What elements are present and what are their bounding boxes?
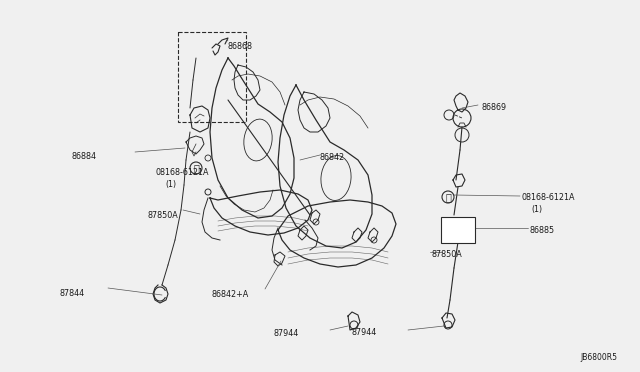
Text: 86842+A: 86842+A bbox=[212, 290, 249, 299]
Text: 86869: 86869 bbox=[482, 103, 507, 112]
Text: JB6800R5: JB6800R5 bbox=[580, 353, 617, 362]
Text: 08168-6121A: 08168-6121A bbox=[156, 168, 209, 177]
Text: 86868: 86868 bbox=[228, 42, 253, 51]
Text: 86885: 86885 bbox=[530, 226, 555, 235]
FancyBboxPatch shape bbox=[441, 217, 475, 243]
Text: 86842: 86842 bbox=[320, 153, 345, 162]
Text: (1): (1) bbox=[531, 205, 542, 214]
Text: 87844: 87844 bbox=[60, 289, 85, 298]
Text: Ⓢ: Ⓢ bbox=[445, 192, 451, 202]
Text: 87944: 87944 bbox=[352, 328, 377, 337]
Text: 87850A: 87850A bbox=[148, 211, 179, 220]
Text: Ⓢ: Ⓢ bbox=[193, 163, 199, 173]
Text: 08168-6121A: 08168-6121A bbox=[522, 193, 575, 202]
Text: 86884: 86884 bbox=[72, 152, 97, 161]
Bar bbox=[178, 32, 246, 122]
Text: 87944: 87944 bbox=[274, 329, 300, 338]
Text: 87850A: 87850A bbox=[432, 250, 463, 259]
Text: (1): (1) bbox=[165, 180, 176, 189]
